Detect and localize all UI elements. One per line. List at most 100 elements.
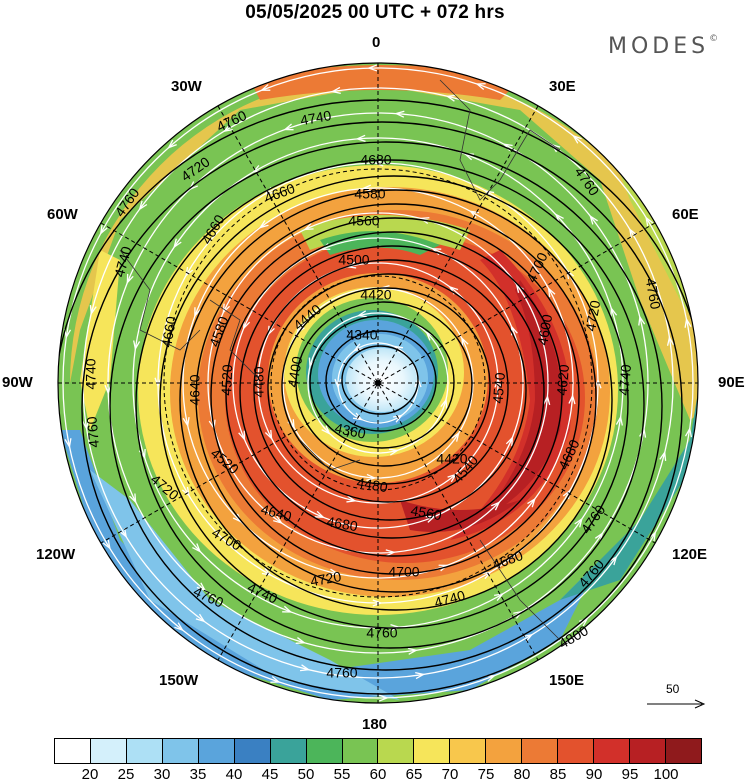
wind-arrowhead [267, 325, 275, 336]
colorbar-swatch [162, 739, 199, 763]
wind-arrowhead [195, 613, 206, 623]
colorbar-swatch [55, 739, 91, 763]
wind-arrowhead [352, 343, 364, 352]
contour-label: 4500 [338, 252, 369, 268]
wind-arrowhead [188, 181, 199, 191]
wind-arrowhead [608, 555, 618, 566]
wind-arrowhead [547, 286, 556, 298]
colorbar-swatch [630, 739, 666, 763]
wind-arrowhead [270, 676, 281, 683]
contour-label: 4520 [218, 364, 235, 396]
coastlines [119, 79, 561, 641]
wind-arrowhead [513, 610, 524, 619]
colorbar-tick-label: 50 [297, 766, 315, 783]
wind-arrowhead [283, 123, 294, 131]
colorbar-swatch [90, 739, 127, 763]
contour-label: 4720 [582, 299, 603, 333]
wind-arrowhead [167, 139, 177, 149]
wind-arrowhead [451, 431, 460, 442]
wind-arrowheads [63, 64, 693, 702]
wind-arrowhead [154, 377, 162, 388]
wind-arrowhead [481, 571, 492, 580]
wind-arrowhead [102, 539, 111, 550]
wind-arrowhead [568, 393, 576, 405]
wind-arrowhead [329, 568, 340, 576]
contour-label: 4420 [360, 287, 391, 303]
wind-arrowhead [314, 510, 325, 519]
lon-label-60e: 60E [672, 206, 699, 223]
wind-arrowhead [645, 216, 654, 227]
colorbar-tick-label: 20 [81, 766, 99, 783]
wind-arrowhead [490, 501, 501, 511]
colorbar-swatch [126, 739, 163, 763]
wind-arrowhead [407, 647, 419, 655]
colorbar-tick-label: 45 [261, 766, 279, 783]
wind-arrowhead [174, 622, 184, 632]
brand-name: MODES [608, 34, 710, 59]
colorbar-swatch [450, 739, 487, 763]
wind-arrowhead [192, 543, 202, 553]
wind-arrowhead [126, 273, 134, 285]
wind-arrowhead [273, 515, 283, 525]
lon-label-150e: 150E [549, 672, 585, 689]
wind-arrowhead [373, 159, 384, 167]
wind-arrowhead [684, 317, 692, 328]
wind-arrowhead [238, 430, 246, 441]
wind-arrowhead [415, 671, 426, 680]
wind-arrowhead [505, 436, 514, 447]
colorbar-tick-label: 25 [117, 766, 135, 783]
colorbar-swatch [234, 739, 271, 763]
wind-arrowhead [392, 414, 404, 423]
wind-arrowhead [181, 486, 190, 497]
colorbar-swatch [486, 739, 523, 763]
wind-arrowhead [81, 420, 90, 431]
contour-label: 4560 [348, 213, 379, 229]
colorbar-tick-label: 75 [477, 766, 495, 783]
map-title: 05/05/2025 00 UTC + 072 hrs [245, 2, 505, 23]
wind-arrowhead [264, 429, 273, 441]
colorbar-swatch [665, 739, 701, 763]
wind-arrowhead [461, 336, 469, 347]
colorbar-swatch [306, 739, 343, 763]
wind-arrowhead [659, 450, 667, 461]
wind-arrowhead [356, 310, 368, 318]
wind-arrowhead [666, 335, 675, 346]
height-contours [58, 99, 698, 703]
lon-label-90e: 90E [718, 374, 745, 391]
wind-arrowhead [260, 84, 271, 91]
contour-label-layer: 4340436044004420442044404480448045004520… [83, 107, 664, 681]
contour-label: 4680 [325, 513, 359, 534]
lon-label-180: 180 [362, 716, 388, 733]
wind-arrowhead [321, 425, 331, 435]
wind-arrowhead [366, 473, 377, 482]
wind-arrowhead [628, 227, 637, 238]
wind-arrowhead [352, 412, 364, 421]
wind-arrowhead [494, 593, 505, 602]
lon-label-0: 0 [372, 34, 381, 51]
wind-arrowhead [138, 200, 148, 211]
arrow-right-icon [647, 699, 706, 709]
wind-arrowhead [438, 564, 449, 572]
vector-reference: 50 [646, 680, 706, 720]
colorbar-tick-label: 90 [585, 766, 603, 783]
wind-arrowhead [303, 222, 314, 231]
contour-label: 4740 [111, 244, 135, 278]
wind-arrowhead [494, 377, 502, 388]
pole-dot-icon [375, 380, 381, 386]
wind-arrowhead [425, 515, 436, 523]
wind-arrowhead [367, 64, 378, 72]
wind-arrowhead [64, 438, 72, 449]
wind-arrowhead [185, 266, 194, 277]
contour-label: 4600 [534, 313, 555, 347]
colorbar-tick-label: 55 [333, 766, 351, 783]
contour-label: 4420 [436, 451, 467, 467]
contour-label: 4540 [489, 371, 508, 404]
colorbar-ticks: 20 25 30 35 40 45 50 55 60 65 70 75 80 85 90 95 100 [54, 766, 702, 783]
wind-arrowhead [99, 224, 108, 236]
colorbar-swatch [342, 739, 379, 763]
wind-arrowhead [554, 213, 564, 223]
wind-arrowhead [394, 110, 405, 118]
vector-reference-label: 50 [666, 682, 680, 696]
contour-label: 4720 [309, 568, 343, 589]
